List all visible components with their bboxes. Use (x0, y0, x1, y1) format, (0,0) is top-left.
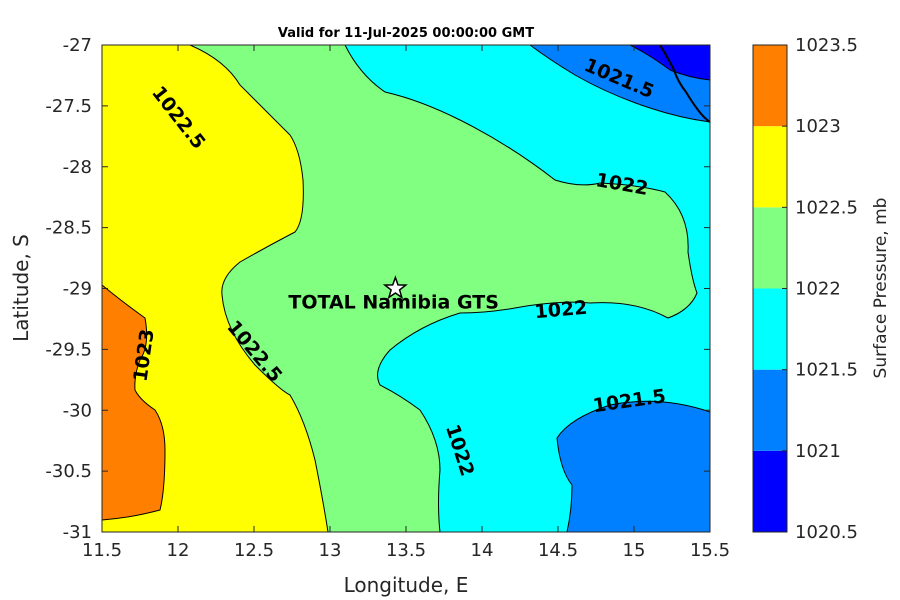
site-label: TOTAL Namibia GTS (288, 292, 499, 314)
contour-band-1022.5-west (102, 45, 329, 532)
contour-band-1023-west (102, 284, 166, 521)
x-tick-label: 14.5 (538, 540, 578, 561)
colorbar-tick-label: 1020.5 (795, 522, 858, 543)
y-tick-label: -30.5 (45, 461, 92, 482)
y-tick-label: -27 (63, 35, 92, 56)
colorbar-tick-label: 1021.5 (795, 360, 858, 381)
y-axis-label: Latitude, S (9, 234, 33, 342)
colorbar-tick-label: 1022.5 (795, 197, 858, 218)
colorbar-swatch (753, 207, 787, 289)
colorbar-swatch (753, 450, 787, 532)
site-marker-group: TOTAL Namibia GTS (288, 275, 499, 314)
chart-title: Valid for 11-Jul-2025 00:00:00 GMT (278, 26, 534, 41)
contour-fill-layer (102, 45, 710, 532)
x-tick-label: 14 (471, 540, 494, 561)
y-tick-label: -30 (63, 400, 92, 421)
y-tick-label: -28.5 (45, 218, 92, 239)
contour-band-1021-southeast (556, 400, 710, 532)
x-tick-label: 12 (167, 540, 190, 561)
colorbar-tick-label: 1021 (795, 441, 841, 462)
colorbar-tick-label: 1022 (795, 279, 841, 300)
colorbar-label: Surface Pressure, mb (871, 198, 891, 379)
colorbar-swatch (753, 126, 787, 208)
y-axis-ticks: -27 -27.5 -28 -28.5 -29 -29.5 -30 -30.5 -31 (45, 35, 710, 543)
colorbar-swatch (753, 45, 787, 127)
y-tick-label: -28 (63, 157, 92, 178)
x-tick-label: 13.5 (386, 540, 426, 561)
y-tick-label: -27.5 (45, 96, 92, 117)
y-tick-label: -29 (63, 279, 92, 300)
x-tick-label: 11.5 (82, 540, 122, 561)
colorbar-swatch (753, 369, 787, 451)
y-tick-label: -29.5 (45, 339, 92, 360)
x-axis-ticks: 11.5 12 12.5 13 13.5 14 14.5 15 15.5 (82, 45, 730, 561)
contour-label: 1022 (534, 297, 589, 324)
x-tick-label: 15.5 (690, 540, 730, 561)
colorbar: 1023.5 1023 1022.5 1022 1021.5 1021 1020.5 (752, 35, 858, 543)
coastline (659, 45, 710, 123)
site-star-icon (382, 275, 408, 300)
colorbar-tick-label: 1023 (795, 116, 841, 137)
x-tick-label: 15 (623, 540, 646, 561)
colorbar-tick-label: 1023.5 (795, 35, 858, 56)
x-tick-label: 13 (319, 540, 342, 561)
x-axis-label: Longitude, E (344, 573, 469, 597)
y-tick-label: -31 (63, 522, 92, 543)
colorbar-swatch (753, 288, 787, 370)
x-tick-label: 12.5 (234, 540, 274, 561)
